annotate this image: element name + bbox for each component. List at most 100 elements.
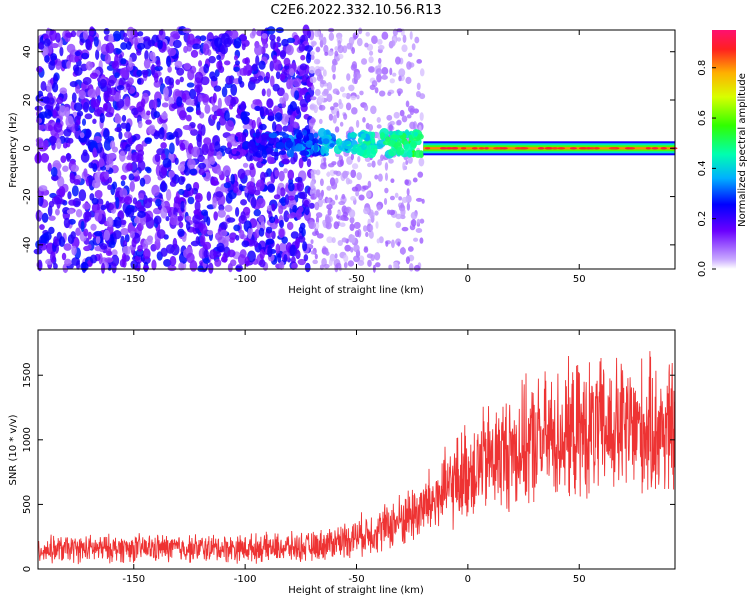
- spectrogram-cell: [80, 262, 89, 272]
- spectrogram-cell: [199, 234, 206, 246]
- spectrogram-cell: [147, 197, 153, 203]
- spectrogram-cell: [261, 88, 266, 97]
- snr-panel: -150 -100 -50 0 50 0 500 1000 1500 Height of st…: [8, 329, 676, 596]
- spectrogram-cell: [183, 45, 188, 54]
- spectrogram-cell: [64, 258, 72, 267]
- spectrogram-cell: [202, 43, 210, 56]
- spectrogram-cell: [68, 199, 76, 206]
- spectrogram-cell: [404, 179, 409, 186]
- spectrogram-cell: [71, 257, 80, 266]
- spectrogram-cell: [409, 31, 413, 40]
- spectrogram-cell: [227, 262, 233, 273]
- spectrogram-cell: [115, 48, 122, 54]
- spectrogram-cell: [251, 119, 256, 130]
- spectrogram-cell: [460, 147, 467, 150]
- spectrogram-cell: [279, 187, 286, 197]
- spectrogram-cell: [104, 153, 114, 165]
- spectrogram-cell: [191, 146, 201, 158]
- spectrogram-cell: [412, 177, 418, 183]
- spectrogram-cell: [244, 256, 250, 267]
- spectrogram-cell: [358, 194, 365, 201]
- spectrogram-cell: [277, 252, 282, 264]
- spectrogram-cell: [370, 254, 375, 262]
- spectrogram-cell: [71, 92, 77, 103]
- spectrogram-cell: [392, 72, 397, 77]
- spectrogram-cell: [406, 114, 412, 119]
- spectrogram-cell: [349, 132, 358, 138]
- spectrogram-cell: [83, 101, 90, 113]
- spectrogram-cell: [366, 191, 372, 198]
- spectrogram-cell: [334, 126, 340, 133]
- spectrogram-cell: [268, 216, 276, 224]
- spectrogram-cell: [49, 29, 57, 41]
- spectrogram-cell: [298, 157, 304, 169]
- spectrogram-cell: [216, 168, 222, 176]
- spectrogram-cell: [119, 150, 126, 162]
- spectrogram-cell: [178, 110, 187, 121]
- spectrogram-cell: [338, 53, 344, 59]
- spectrogram-cell: [331, 63, 337, 73]
- spectrogram-cell: [195, 109, 202, 116]
- spectrogram-cell: [250, 196, 257, 209]
- spectrogram-cell: [198, 167, 206, 176]
- spectrogram-cell: [416, 59, 423, 64]
- spectrogram-cell: [341, 237, 348, 243]
- spectrogram-cell: [376, 117, 381, 123]
- spectrogram-cell: [111, 60, 120, 70]
- spectrogram-cell: [336, 110, 340, 119]
- spectrogram-cell: [363, 246, 369, 253]
- spectrogram-cell: [120, 180, 126, 187]
- spectrogram-cell: [306, 158, 312, 168]
- spectrogram-cell: [345, 92, 351, 100]
- spectrogram-cell: [177, 163, 185, 172]
- spectrogram-cell: [121, 114, 127, 122]
- spectrogram-cell: [212, 92, 217, 103]
- spectrogram-cell: [139, 177, 146, 187]
- spectrogram-cell: [193, 95, 198, 106]
- spectrogram-cell: [283, 210, 290, 223]
- spectrogram-cell: [417, 171, 424, 178]
- spectrogram-cell: [310, 239, 314, 244]
- colorbar-gradient: [712, 30, 736, 269]
- spectrogram-cell: [357, 136, 363, 144]
- y-tick-label: 1500: [22, 362, 33, 387]
- spectrogram-cell: [74, 121, 79, 131]
- spectrogram-cell: [209, 249, 217, 260]
- spectrogram-cell: [346, 73, 351, 81]
- spectrogram-cell: [370, 136, 376, 145]
- spectrogram-cell: [103, 103, 108, 112]
- spectrogram-cell: [267, 115, 275, 121]
- spectrogram-cell: [323, 263, 330, 269]
- spectrogram-cell: [378, 90, 386, 97]
- spectrogram-cell: [265, 71, 271, 81]
- spectrogram-cell: [81, 118, 87, 126]
- spectrogram-cell: [287, 195, 295, 201]
- spectrogram-cell: [362, 225, 368, 232]
- spectrogram-cell: [224, 110, 230, 122]
- spectrogram-cell: [213, 211, 218, 221]
- spectrogram-cell: [132, 197, 138, 205]
- spectrogram-cell: [291, 262, 298, 270]
- spectrogram-cell: [144, 137, 152, 144]
- spectrogram-cell: [356, 37, 363, 47]
- spectrogram-cell: [223, 182, 231, 189]
- spectrogram-cell: [425, 147, 431, 150]
- spectrogram-cell: [122, 84, 128, 93]
- spectrogram-cell: [212, 114, 218, 121]
- spectrogram-cell: [124, 207, 132, 215]
- spectrogram-cell: [378, 236, 384, 244]
- spectrogram-cell: [286, 37, 296, 44]
- spectrogram-cell: [374, 87, 379, 94]
- spectrogram-cell: [348, 84, 355, 92]
- spectrogram-cell: [377, 44, 385, 51]
- spectrogram-cell: [106, 216, 114, 228]
- spectrogram-cell: [52, 109, 57, 118]
- spectrogram-cell: [326, 172, 331, 177]
- spectrogram-cell: [232, 186, 239, 194]
- spectrogram-cell: [207, 229, 214, 236]
- spectrogram-cell: [401, 246, 405, 256]
- y-tick-label: 500: [22, 495, 33, 514]
- spectrogram-cell: [396, 37, 402, 42]
- spectrogram-cell: [363, 207, 370, 215]
- spectrogram-cell: [261, 33, 268, 39]
